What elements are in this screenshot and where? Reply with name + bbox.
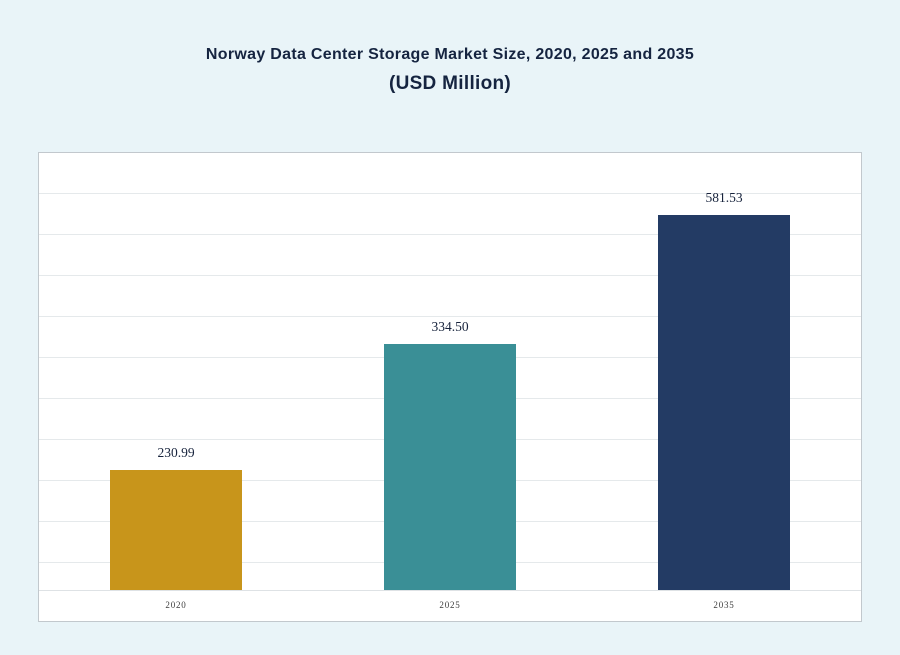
bar-value-label-2020: 230.99 (157, 445, 195, 461)
x-tick-label-2035: 2035 (713, 600, 735, 610)
chart-subtitle: (USD Million) (388, 73, 512, 94)
bar-group-2020: 230.99 (39, 153, 313, 590)
bar-group-2035: 581.53 (587, 153, 861, 590)
x-tick-label-2025: 2025 (439, 600, 461, 610)
bar-value-label-2025: 334.50 (431, 318, 469, 334)
bar-value-label-2035: 581.53 (705, 190, 743, 206)
bar-group-2025: 334.50 (313, 153, 587, 590)
plot-area: 230.99 334.50 581.53 (39, 153, 861, 591)
chart-title: Norway Data Center Storage Market Size, … (205, 46, 695, 63)
bar-2035 (658, 215, 790, 590)
chart-plot-container: 230.99 334.50 581.53 2020 2025 2035 (38, 152, 862, 622)
bar-2020 (110, 470, 242, 590)
bar-2025 (384, 343, 516, 590)
x-axis: 2020 2025 2035 (39, 591, 861, 621)
x-tick-label-2020: 2020 (165, 600, 187, 610)
